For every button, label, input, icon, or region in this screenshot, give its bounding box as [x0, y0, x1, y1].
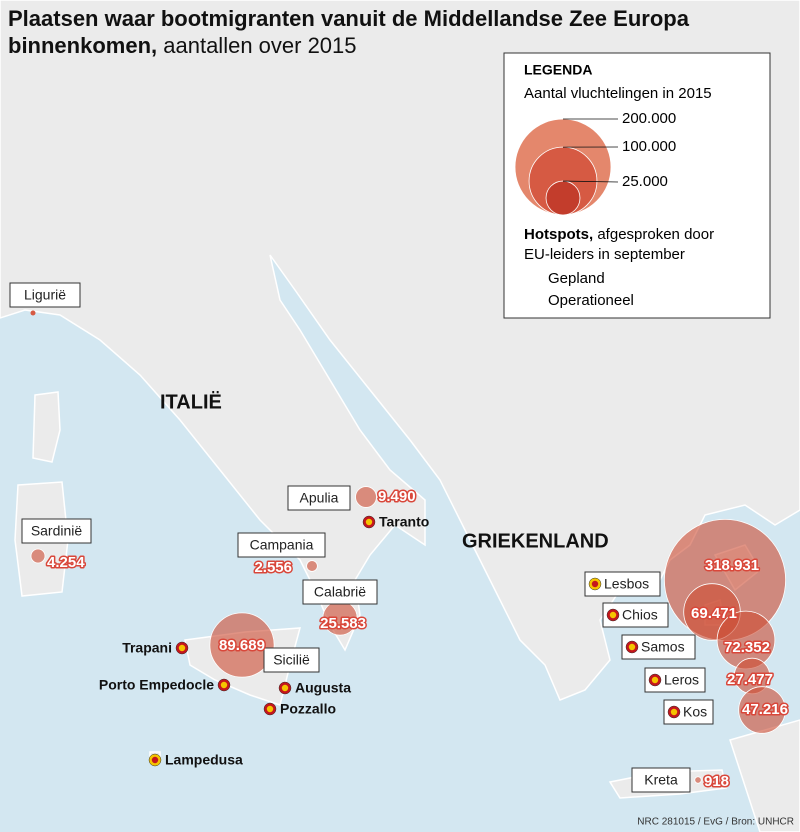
bubble — [30, 548, 46, 564]
title: Plaatsen waar bootmigranten vanuit de Mi… — [8, 6, 690, 31]
hotspot-marker — [220, 681, 228, 689]
source: NRC 281015 / EvG / Bron: UNHCR — [637, 817, 794, 828]
subtitle: aantallen over 2015 — [163, 33, 356, 58]
region-label: Sardinië — [31, 523, 83, 539]
country-label: GRIEKENLAND — [462, 530, 609, 552]
bubble — [694, 776, 702, 784]
label-box — [287, 485, 351, 511]
legend-item: Gepland — [548, 270, 605, 287]
label-box — [302, 579, 378, 605]
hotspot-label: Trapani — [122, 640, 172, 656]
value-label: 47.216 — [742, 701, 788, 718]
legend-text: Hotspots, — [524, 226, 593, 243]
hotspot-marker — [670, 708, 678, 716]
bubble — [355, 486, 377, 508]
label-box — [263, 647, 320, 673]
hotspot-marker — [628, 643, 636, 651]
value-label: 72.352 — [724, 639, 770, 656]
region-label: Ligurië — [24, 287, 66, 303]
value-label: 4.254 — [47, 554, 85, 571]
hotspot-label: Pozzallo — [280, 701, 336, 717]
legend-subtitle: Aantal vluchtelingen in 2015 — [524, 85, 712, 102]
legend-text: EU-leiders in september — [524, 246, 685, 263]
hotspot-marker — [151, 756, 159, 764]
region-label: Leros — [664, 672, 699, 688]
value-label: 318.931 — [705, 557, 759, 574]
hotspot-marker — [651, 676, 659, 684]
legend-text: Hotspots, afgesproken door — [524, 226, 714, 243]
hotspot-marker — [281, 684, 289, 692]
region-label: Calabrië — [314, 584, 366, 600]
hotspot-marker — [591, 580, 599, 588]
hotspot-label: Porto Empedocle — [99, 677, 214, 693]
hotspot-marker — [609, 611, 617, 619]
legend-item: Operationeel — [548, 292, 634, 309]
legend-title: LEGENDA — [524, 62, 592, 78]
title: binnenkomen, — [8, 33, 157, 58]
bubble — [306, 560, 318, 572]
country-label: ITALIË — [160, 390, 222, 413]
hotspot-marker — [365, 518, 373, 526]
value-label: 2.556 — [254, 559, 292, 576]
legend-text: afgesproken door — [597, 226, 714, 243]
value-label: 89.689 — [219, 637, 265, 654]
title: binnenkomen, aantallen over 2015 — [8, 33, 357, 58]
value-label: 25.583 — [320, 615, 366, 632]
region-label: Sicilië — [273, 652, 310, 668]
bubble — [738, 686, 786, 734]
hotspot-label: Lampedusa — [165, 752, 243, 768]
legend-leader — [562, 180, 619, 183]
region-label: Chios — [622, 607, 658, 623]
region-label: Kos — [683, 704, 707, 720]
corsica — [32, 391, 61, 463]
legend-label: 25.000 — [622, 173, 668, 190]
value-label: 69.471 — [691, 605, 737, 622]
legend-label: 100.000 — [622, 138, 676, 155]
value-label: 9.490 — [378, 488, 416, 505]
region-label: Lesbos — [604, 576, 649, 592]
bubble — [209, 612, 275, 678]
place-dot — [30, 310, 36, 316]
legend-bubble — [545, 180, 581, 216]
region-label: Apulia — [300, 490, 339, 506]
label-box — [237, 532, 326, 558]
label-box — [21, 518, 92, 544]
hotspot-label: Taranto — [379, 514, 429, 530]
hotspot-label: Augusta — [295, 680, 351, 696]
value-label: 918 — [704, 773, 729, 790]
legend-label: 200.000 — [622, 110, 676, 127]
region-label: Samos — [641, 639, 685, 655]
region-label: Campania — [250, 537, 314, 553]
region-label: Kreta — [644, 772, 678, 788]
value-label: 27.477 — [727, 671, 773, 688]
label-box — [9, 282, 81, 308]
overlay: Ligurië Sardinië 4.254 Apulia 9.490 Campania 2… — [9, 272, 789, 793]
label-box — [631, 767, 691, 793]
hotspot-marker — [266, 705, 274, 713]
hotspot-marker — [178, 644, 186, 652]
